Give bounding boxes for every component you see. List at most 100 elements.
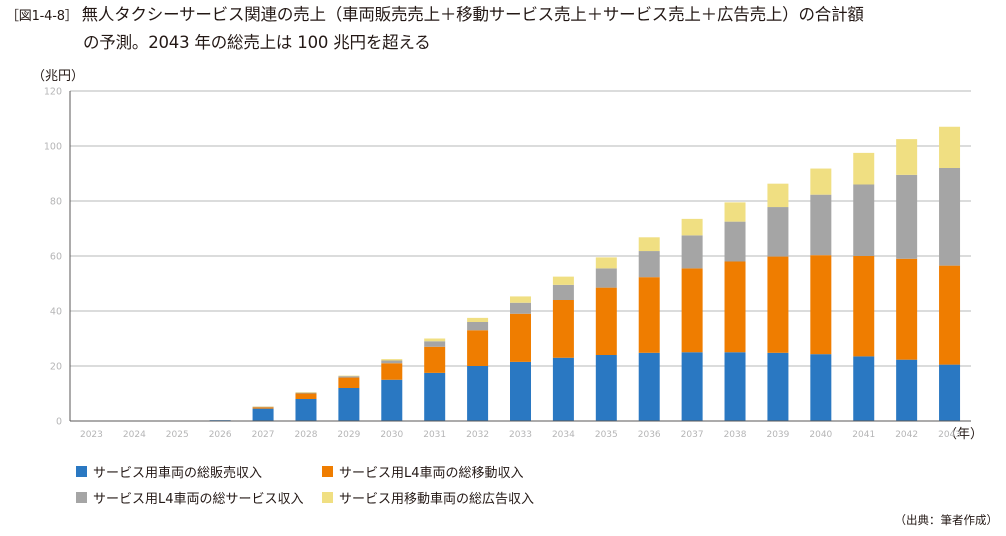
x-tick-label-2026: 2026 [209, 430, 232, 440]
bar-segment-2039-s1 [767, 256, 789, 353]
legend-item-vehicle-sales: サービス用車両の総販売収入 [76, 462, 262, 481]
bar-segment-2030-s1 [381, 363, 403, 380]
legend-label: サービス用L4車両の総サービス収入 [93, 492, 304, 507]
source-note: （出典：筆者作成） [894, 513, 999, 527]
bar-segment-2027-s2 [252, 406, 274, 408]
y-tick-label-100: 100 [44, 142, 62, 153]
x-tick-label-2042: 2042 [895, 430, 918, 440]
bar-segment-2035-s2 [595, 268, 617, 288]
bar-segment-2035-s1 [595, 287, 617, 355]
y-tick-label-20: 20 [50, 362, 62, 373]
x-tick-label-2037: 2037 [681, 430, 704, 440]
bar-segment-2029-s3 [338, 375, 360, 377]
bar-segment-2032-s2 [467, 322, 489, 331]
bar-segment-2030-s0 [381, 379, 403, 421]
bar-segment-2036-s3 [638, 237, 660, 252]
bar-segment-2031-s2 [424, 341, 446, 347]
bar-segment-2028-s3 [295, 392, 317, 393]
x-tick-label-2043: 2043 [938, 430, 961, 440]
x-tick-label-2032: 2032 [466, 430, 489, 440]
x-tick-label-2025: 2025 [166, 430, 189, 440]
bar-segment-2039-s3 [767, 183, 789, 208]
bar-segment-2041-s0 [853, 356, 875, 421]
y-tick-label-40: 40 [50, 307, 62, 318]
x-tick-label-2023: 2023 [80, 430, 103, 440]
y-tick-label-60: 60 [50, 252, 62, 263]
bar-segment-2027-s0 [252, 408, 274, 421]
bar-segment-2033-s3 [510, 296, 531, 303]
bar-segment-2033-s2 [510, 302, 531, 314]
bar-segment-2042-s2 [896, 174, 918, 259]
bar-segment-2039-s0 [767, 352, 789, 421]
bar-segment-2029-s2 [338, 376, 360, 378]
legend-swatch [76, 466, 87, 477]
bar-segment-2038-s3 [724, 202, 746, 222]
figure-number: ［図1-4-8］ [6, 9, 78, 24]
legend-swatch [76, 492, 87, 503]
x-tick-label-2024: 2024 [123, 430, 146, 440]
bar-segment-2028-s1 [295, 393, 317, 399]
bar-segment-2043-s0 [939, 364, 961, 421]
x-tick-labels: 2023 2024 2025 2026 2027 2028 2029 2030 2031 2032… [80, 430, 961, 440]
x-tick-label-2039: 2039 [766, 430, 789, 440]
bar-segment-2043-s2 [939, 168, 961, 266]
x-tick-label-2029: 2029 [337, 430, 360, 440]
bar-segment-2033-s0 [510, 361, 531, 421]
bar-segment-2031-s0 [424, 372, 446, 421]
bar-segment-2038-s1 [724, 261, 746, 353]
bar-segment-2037-s3 [681, 218, 703, 236]
x-tick-label-2038: 2038 [724, 430, 747, 440]
x-tick-label-2036: 2036 [638, 430, 661, 440]
bar-segment-2041-s3 [853, 152, 875, 185]
bar-segment-2037-s0 [681, 352, 703, 421]
bar-segment-2041-s2 [853, 184, 875, 256]
bar-segment-2032-s3 [467, 317, 489, 322]
chart-title-line1: 無人タクシーサービス関連の売上（車両販売売上＋移動サービス売上＋サービス売上＋広… [81, 5, 864, 24]
x-axis-unit-label: （年） [944, 427, 983, 442]
bar-segment-2036-s1 [638, 277, 660, 353]
legend-label: サービス用車両の総販売収入 [93, 466, 263, 481]
bar-segment-2028-s2 [295, 392, 317, 394]
chart-title-line2: の予測。2043 年の総売上は 100 兆円を超える [83, 33, 431, 52]
legend-label: サービス用L4車両の総移動収入 [339, 466, 524, 481]
bar-segment-2038-s0 [724, 352, 746, 421]
legend-item-mobility-revenue: サービス用L4車両の総移動収入 [322, 462, 524, 481]
bar-segment-2040-s1 [810, 255, 832, 355]
bars [209, 126, 961, 421]
bar-segment-2036-s2 [638, 251, 660, 278]
bar-segment-2036-s0 [638, 352, 660, 421]
bar-segment-2034-s1 [552, 300, 574, 358]
bar-segment-2029-s1 [338, 377, 360, 388]
legend-label: サービス用移動車両の総広告収入 [339, 492, 535, 507]
bar-segment-2040-s2 [810, 194, 832, 256]
bar-segment-2027-s1 [252, 407, 274, 409]
bar-segment-2032-s1 [467, 330, 489, 366]
legend-swatch [322, 466, 333, 477]
legend-item-ad-revenue: サービス用移動車両の総広告収入 [322, 488, 534, 507]
bar-segment-2041-s1 [853, 256, 875, 357]
bar-segment-2043-s3 [939, 126, 961, 168]
y-tick-label-80: 80 [50, 197, 62, 208]
y-axis-unit-label: （兆円） [32, 69, 84, 84]
legend-item-service-revenue: サービス用L4車両の総サービス収入 [76, 488, 304, 507]
bar-segment-2029-s0 [338, 388, 360, 421]
x-tick-label-2035: 2035 [595, 430, 618, 440]
bar-segment-2034-s2 [552, 284, 574, 300]
bar-segment-2035-s0 [595, 355, 617, 421]
title-block: ［図1-4-8］ 無人タクシーサービス関連の売上（車両販売売上＋移動サービス売上＋… [6, 2, 1002, 56]
bar-segment-2039-s2 [767, 207, 789, 257]
x-tick-label-2040: 2040 [809, 430, 832, 440]
bar-segment-2035-s3 [595, 257, 617, 269]
x-tick-label-2027: 2027 [252, 430, 275, 440]
bar-segment-2034-s0 [552, 357, 574, 421]
x-tick-label-2030: 2030 [380, 430, 403, 440]
bar-segment-2030-s3 [381, 359, 403, 361]
bar-segment-2042-s1 [896, 258, 918, 360]
bar-segment-2032-s0 [467, 366, 489, 421]
bar-segment-2031-s1 [424, 346, 446, 373]
x-tick-label-2034: 2034 [552, 430, 575, 440]
legend-swatch [322, 492, 333, 503]
bar-segment-2030-s2 [381, 360, 403, 364]
bar-segment-2031-s3 [424, 338, 446, 342]
